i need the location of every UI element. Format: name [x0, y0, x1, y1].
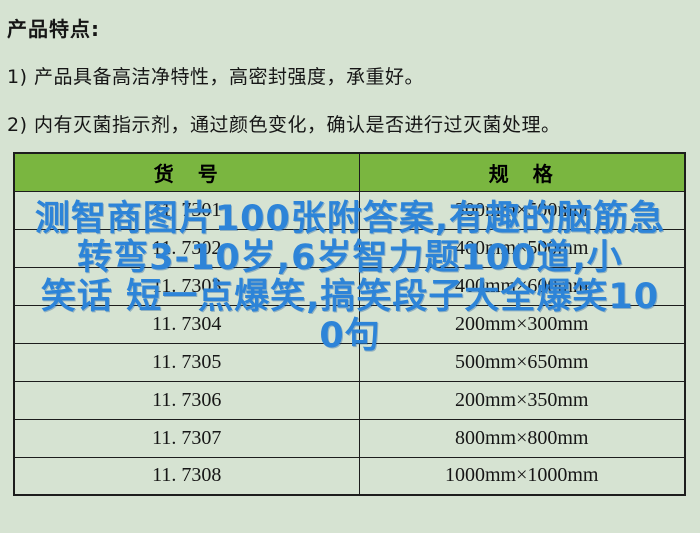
item-spec: 1000mm×1000mm: [358, 456, 686, 496]
item-code: 11. 7303: [13, 266, 360, 306]
table-row: 11. 7305 500mm×650mm: [13, 342, 686, 382]
item-spec: 400mm×500mm: [358, 228, 686, 268]
table-row: 11. 7307 800mm×800mm: [13, 418, 686, 458]
item-code: 11. 7308: [13, 456, 360, 496]
table-header-row: 货 号 规 格: [13, 152, 686, 192]
item-code: 11. 7305: [13, 342, 360, 382]
item-code: 11. 7307: [13, 418, 360, 458]
item-spec: 800mm×800mm: [358, 418, 686, 458]
item-spec: 300mm×500mm: [358, 190, 686, 230]
table-row: 11. 7308 1000mm×1000mm: [13, 456, 686, 496]
column-header-spec: 规 格: [358, 152, 686, 192]
item-code: 11. 7301: [13, 190, 360, 230]
column-header-item-code: 货 号: [13, 152, 360, 192]
item-code: 11. 7306: [13, 380, 360, 420]
item-code: 11. 7304: [13, 304, 360, 344]
table-row: 11. 7304 200mm×300mm: [13, 304, 686, 344]
feature-item-1: 1) 产品具备高洁净特性，高密封强度，承重好。: [7, 66, 425, 88]
table-row: 11. 7303 400mm×600mm: [13, 266, 686, 306]
spec-table: 货 号 规 格 11. 7301 300mm×500mm 11. 7302 40…: [13, 152, 686, 496]
item-spec: 500mm×650mm: [358, 342, 686, 382]
page-title: 产品特点:: [7, 17, 100, 41]
item-code: 11. 7302: [13, 228, 360, 268]
item-spec: 200mm×350mm: [358, 380, 686, 420]
table-row: 11. 7306 200mm×350mm: [13, 380, 686, 420]
item-spec: 200mm×300mm: [358, 304, 686, 344]
table-row: 11. 7301 300mm×500mm: [13, 190, 686, 230]
feature-item-2: 2) 内有灭菌指示剂，通过颜色变化，确认是否进行过灭菌处理。: [7, 114, 561, 136]
item-spec: 400mm×600mm: [358, 266, 686, 306]
table-row: 11. 7302 400mm×500mm: [13, 228, 686, 268]
